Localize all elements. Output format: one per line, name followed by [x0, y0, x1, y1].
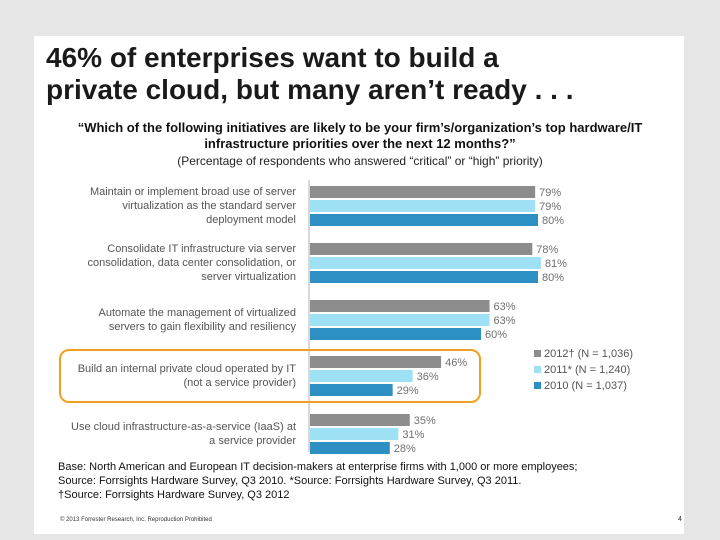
bar-value-label: 78%	[536, 244, 558, 256]
bar-2010	[310, 442, 390, 454]
category-label: Automate the management of virtualized	[98, 307, 296, 319]
category-label: Build an internal private cloud operated…	[78, 363, 297, 375]
bar-2012	[310, 243, 533, 255]
bar-value-label: 80%	[542, 272, 564, 284]
title-line-1: 46% of enterprises want to build a	[46, 42, 499, 73]
bar-value-label: 29%	[397, 385, 419, 397]
bar-2011	[310, 370, 413, 382]
category-label: servers to gain flexibility and resilien…	[109, 321, 297, 333]
bar-value-label: 35%	[414, 415, 436, 427]
bar-2010	[310, 384, 393, 396]
page-number: 4	[678, 516, 682, 523]
bar-value-label: 31%	[402, 429, 424, 441]
bar-2012	[310, 300, 490, 312]
survey-question: “Which of the following initiatives are …	[44, 120, 676, 152]
question-line-1: “Which of the following initiatives are …	[77, 120, 643, 135]
bar-value-label: 80%	[542, 215, 564, 227]
legend-label: 2010 (N = 1,037)	[544, 380, 627, 392]
bar-2012	[310, 356, 442, 368]
bar-2012	[310, 414, 410, 426]
category-label: deployment model	[206, 214, 296, 226]
bar-value-label: 60%	[485, 329, 507, 341]
bar-value-label: 81%	[545, 258, 567, 270]
legend-swatch-2010	[534, 382, 541, 389]
note-line-1: Base: North American and European IT dec…	[58, 461, 578, 473]
bar-value-label: 63%	[494, 315, 516, 327]
bar-2011	[310, 314, 490, 326]
bar-value-label: 46%	[445, 357, 467, 369]
category-label: Maintain or implement broad use of serve…	[90, 186, 296, 198]
legend-label: 2012† (N = 1,036)	[544, 348, 633, 360]
note-line-2: Source: Forrsights Hardware Survey, Q3 2…	[58, 475, 522, 487]
slide-title: 46% of enterprises want to build a priva…	[46, 42, 686, 106]
bar-value-label: 28%	[394, 443, 416, 455]
legend-label: 2011* (N = 1,240)	[544, 364, 630, 376]
survey-subquestion: (Percentage of respondents who answered …	[177, 154, 543, 168]
bar-2011	[310, 257, 541, 269]
copyright-footer: © 2013 Forrester Research, Inc. Reproduc…	[60, 517, 212, 523]
category-label: a service provider	[209, 435, 296, 447]
bar-2012	[310, 186, 536, 198]
bar-2010	[310, 328, 481, 340]
bar-2010	[310, 271, 538, 283]
category-label: Consolidate IT infrastructure via server	[107, 243, 296, 255]
bar-value-label: 79%	[539, 187, 561, 199]
category-label: server virtualization	[201, 271, 296, 283]
legend-swatch-2011	[534, 366, 541, 373]
bar-value-label: 79%	[539, 201, 561, 213]
bar-value-label: 36%	[417, 371, 439, 383]
category-label: (not a service provider)	[184, 377, 297, 389]
title-line-2: private cloud, but many aren’t ready . .…	[46, 74, 574, 105]
bar-2011	[310, 200, 536, 212]
source-notes: Base: North American and European IT dec…	[58, 460, 678, 502]
legend-swatch-2012	[534, 350, 541, 357]
question-line-2: infrastructure priorities over the next …	[204, 136, 516, 151]
bar-value-label: 63%	[494, 301, 516, 313]
category-label: Use cloud infrastructure-as-a-service (I…	[71, 421, 296, 433]
category-label: consolidation, data center consolidation…	[87, 257, 296, 269]
bar-2011	[310, 428, 399, 440]
category-label: virtualization as the standard server	[122, 200, 296, 212]
note-line-3: †Source: Forrsights Hardware Survey, Q3 …	[58, 489, 290, 501]
highlight-box	[59, 349, 481, 403]
bar-2010	[310, 214, 538, 226]
